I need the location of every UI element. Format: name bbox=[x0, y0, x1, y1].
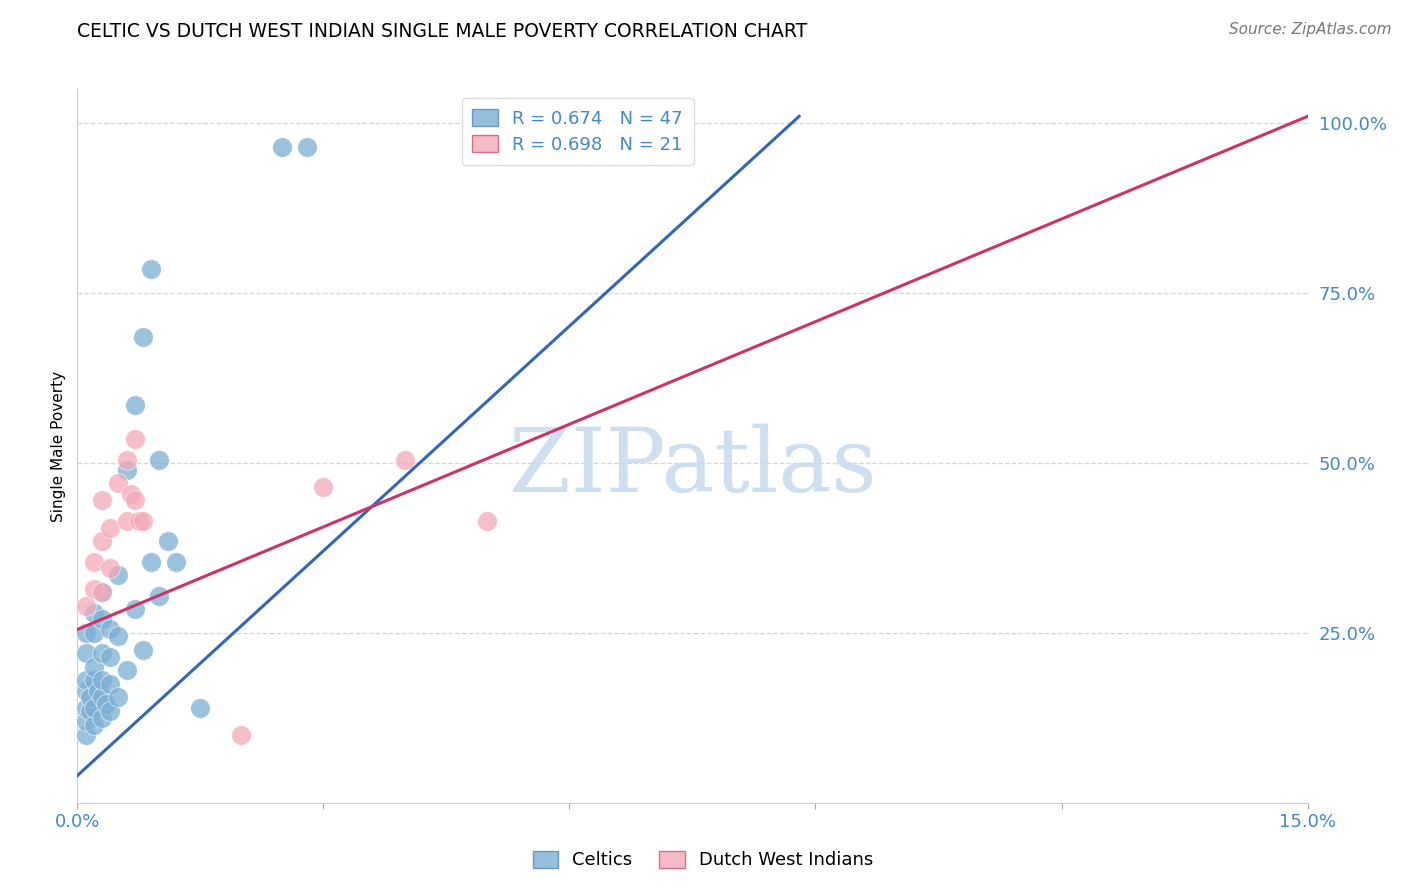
Point bbox=[83, 673, 105, 688]
Point bbox=[141, 555, 163, 569]
Point bbox=[90, 534, 114, 549]
Point bbox=[477, 514, 499, 528]
Point bbox=[94, 698, 117, 712]
Point bbox=[599, 140, 621, 154]
Point bbox=[128, 514, 150, 528]
Point bbox=[79, 690, 101, 705]
Point bbox=[90, 711, 114, 725]
Point bbox=[394, 452, 416, 467]
Point bbox=[165, 555, 187, 569]
Point bbox=[90, 493, 114, 508]
Point bbox=[141, 262, 163, 277]
Point bbox=[98, 623, 121, 637]
Point bbox=[90, 585, 114, 599]
Point bbox=[83, 582, 105, 596]
Point bbox=[107, 629, 129, 643]
Point bbox=[132, 514, 155, 528]
Point bbox=[98, 520, 121, 534]
Point bbox=[79, 704, 101, 718]
Point bbox=[148, 452, 170, 467]
Point bbox=[115, 514, 138, 528]
Point bbox=[115, 463, 138, 477]
Point bbox=[90, 585, 114, 599]
Point bbox=[98, 677, 121, 691]
Legend: Celtics, Dutch West Indians: Celtics, Dutch West Indians bbox=[523, 842, 883, 879]
Text: CELTIC VS DUTCH WEST INDIAN SINGLE MALE POVERTY CORRELATION CHART: CELTIC VS DUTCH WEST INDIAN SINGLE MALE … bbox=[77, 22, 807, 41]
Point bbox=[98, 704, 121, 718]
Point bbox=[148, 589, 170, 603]
Point bbox=[132, 643, 155, 657]
Point bbox=[156, 534, 179, 549]
Point bbox=[115, 452, 138, 467]
Point bbox=[231, 728, 253, 742]
Legend: R = 0.674   N = 47, R = 0.698   N = 21: R = 0.674 N = 47, R = 0.698 N = 21 bbox=[461, 98, 693, 165]
Point bbox=[75, 646, 97, 660]
Point bbox=[132, 330, 155, 344]
Point bbox=[558, 140, 581, 154]
Point bbox=[90, 690, 114, 705]
Point bbox=[75, 626, 97, 640]
Point bbox=[83, 717, 105, 731]
Point bbox=[124, 432, 146, 446]
Point bbox=[271, 140, 294, 154]
Point bbox=[107, 690, 129, 705]
Point bbox=[124, 398, 146, 412]
Point bbox=[83, 660, 105, 674]
Point bbox=[83, 606, 105, 620]
Point bbox=[90, 673, 114, 688]
Point bbox=[115, 663, 138, 677]
Text: ZIPatlas: ZIPatlas bbox=[509, 424, 876, 511]
Point bbox=[83, 626, 105, 640]
Point bbox=[295, 140, 318, 154]
Point bbox=[75, 728, 97, 742]
Point bbox=[98, 561, 121, 575]
Point bbox=[75, 714, 97, 729]
Text: Source: ZipAtlas.com: Source: ZipAtlas.com bbox=[1229, 22, 1392, 37]
Point bbox=[75, 673, 97, 688]
Point bbox=[75, 700, 97, 714]
Point bbox=[83, 555, 105, 569]
Point bbox=[90, 612, 114, 626]
Point bbox=[188, 700, 212, 714]
Point bbox=[124, 602, 146, 616]
Point bbox=[87, 683, 110, 698]
Point bbox=[98, 649, 121, 664]
Point bbox=[107, 568, 129, 582]
Point bbox=[312, 480, 335, 494]
Point bbox=[120, 486, 142, 500]
Point bbox=[75, 683, 97, 698]
Y-axis label: Single Male Poverty: Single Male Poverty bbox=[51, 370, 66, 522]
Point bbox=[107, 476, 129, 491]
Point bbox=[124, 493, 146, 508]
Point bbox=[83, 700, 105, 714]
Point bbox=[75, 599, 97, 613]
Point bbox=[558, 140, 581, 154]
Point bbox=[90, 646, 114, 660]
